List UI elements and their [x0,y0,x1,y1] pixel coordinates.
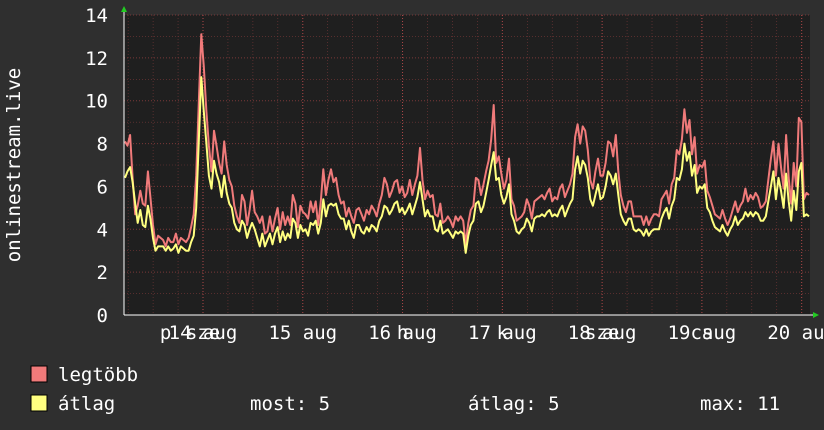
series-lines [124,33,810,254]
x-tick-label: p [160,322,171,344]
y-tick-label: 2 [97,262,108,284]
x-axis-arrow [813,312,819,318]
x-tick-label: 15 aug [268,322,337,344]
y-tick-labels: 0 2 4 6 8 10 12 14 [85,5,108,327]
legend-swatch-avg [30,394,48,412]
axes [121,6,819,318]
x-tick-label: h [397,322,408,344]
legend-label-avg: átlag [58,393,115,415]
x-tick-label: 18 aug [568,322,637,344]
x-tick-label: cs [690,322,713,344]
y-tick-label: 12 [85,48,108,70]
y-tick-label: 6 [97,176,108,198]
x-tick-label: 19 aug [668,322,737,344]
legend-swatch-max [30,365,48,383]
y-tick-label: 8 [97,134,108,156]
y-axis-title: onlinestream.live [3,68,25,262]
stat-current: most: 5 [250,393,330,415]
y-tick-label: 10 [85,91,108,113]
stat-max: max: 11 [700,393,780,415]
x-tick-label: 14 aug [169,322,238,344]
grid [124,14,810,316]
x-tick-label: sze [186,322,220,344]
y-tick-label: 4 [97,219,108,241]
x-tick-label: 17 aug [468,322,537,344]
x-tick-label: k [497,322,509,344]
y-tick-label: 0 [97,305,108,327]
y-tick-label: 14 [85,5,108,27]
series-line-max [124,33,810,248]
series-line-avg [124,76,810,254]
y-axis-arrow [121,6,127,12]
legend-label-max: legtöbb [58,364,138,386]
x-tick-label: sze [585,322,619,344]
x-tick-label: 20 aug [767,322,824,344]
stat-average: átlag: 5 [468,393,560,415]
x-tick-label: 16 aug [368,322,437,344]
